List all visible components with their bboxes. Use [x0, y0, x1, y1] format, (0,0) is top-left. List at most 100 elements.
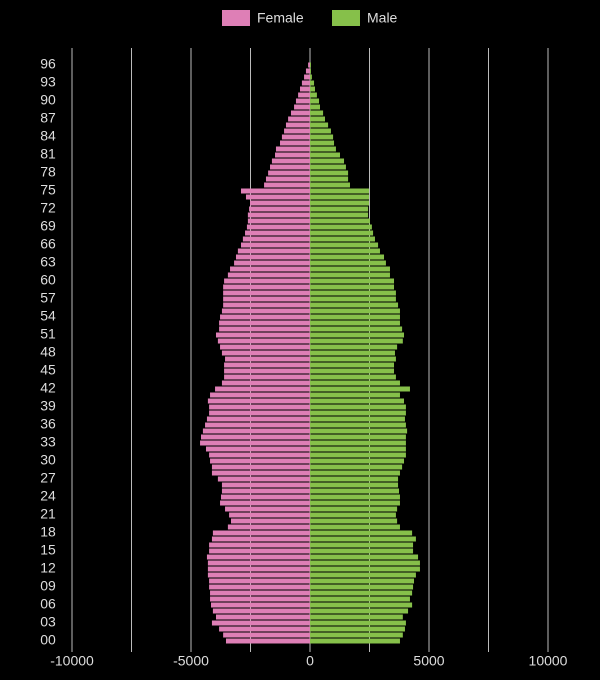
bar: [310, 428, 408, 434]
bar: [246, 224, 310, 230]
bar: [310, 188, 370, 194]
bar: [310, 176, 349, 182]
bar: [310, 566, 420, 572]
bar: [205, 422, 310, 428]
bar: [310, 146, 336, 152]
bar: [209, 452, 310, 458]
bar: [200, 440, 310, 446]
bar: [281, 134, 310, 140]
bar: [310, 308, 400, 314]
bar: [310, 158, 345, 164]
bar: [310, 254, 385, 260]
bar: [245, 230, 310, 236]
bar: [221, 350, 310, 356]
bar: [217, 338, 310, 344]
bar: [310, 200, 370, 206]
bar: [209, 542, 310, 548]
bar: [310, 332, 405, 338]
bar: [310, 590, 413, 596]
bar: [221, 308, 310, 314]
y-tick-label: 93: [40, 74, 56, 90]
bar: [209, 584, 310, 590]
bar: [206, 416, 310, 422]
y-tick-label: 06: [40, 596, 56, 612]
bar: [211, 464, 310, 470]
bar: [310, 122, 329, 128]
bar: [310, 80, 315, 86]
bar: [310, 128, 331, 134]
bar: [310, 374, 396, 380]
bar: [271, 158, 310, 164]
bar: [310, 134, 334, 140]
bar: [207, 560, 310, 566]
bar: [310, 530, 413, 536]
bar: [225, 356, 310, 362]
bar: [237, 248, 310, 254]
x-tick-label: 10000: [529, 653, 568, 669]
bar: [225, 506, 310, 512]
bar: [223, 296, 310, 302]
bar: [310, 632, 403, 638]
bar: [310, 416, 405, 422]
y-tick-label: 36: [40, 416, 56, 432]
x-tick-label: 0: [306, 653, 314, 669]
bar: [211, 470, 310, 476]
y-tick-label: 42: [40, 380, 56, 396]
bar: [310, 290, 396, 296]
bar: [210, 590, 310, 596]
bar: [220, 500, 310, 506]
bar: [310, 86, 315, 92]
bar: [295, 98, 310, 104]
bar: [310, 278, 395, 284]
bar: [310, 92, 317, 98]
bar: [230, 518, 310, 524]
bar: [209, 578, 310, 584]
bar: [310, 350, 395, 356]
bar: [310, 578, 415, 584]
bar: [310, 368, 395, 374]
bar: [310, 266, 390, 272]
y-tick-label: 18: [40, 524, 56, 540]
bar: [207, 572, 310, 578]
bar: [284, 128, 310, 134]
bar: [275, 152, 310, 158]
bar: [211, 536, 310, 542]
bar: [310, 572, 416, 578]
bar: [219, 326, 310, 332]
bar: [310, 608, 409, 614]
bar: [224, 362, 310, 368]
legend-swatch: [332, 10, 360, 26]
bar: [249, 206, 310, 212]
y-tick-label: 12: [40, 560, 56, 576]
bar: [275, 146, 310, 152]
bar: [310, 524, 400, 530]
bar: [310, 116, 325, 122]
bar: [310, 440, 406, 446]
x-tick-label: 5000: [413, 653, 444, 669]
bar: [310, 206, 369, 212]
y-tick-label: 30: [40, 452, 56, 468]
bar: [310, 620, 406, 626]
bar: [290, 110, 310, 116]
bar: [310, 482, 399, 488]
y-tick-label: 87: [40, 110, 56, 126]
bar: [310, 164, 346, 170]
y-tick-label: 48: [40, 344, 56, 360]
bar: [310, 62, 311, 68]
legend-label: Female: [257, 10, 304, 26]
bar: [310, 458, 405, 464]
bar: [285, 122, 310, 128]
bar: [310, 476, 399, 482]
bar: [209, 410, 310, 416]
bar: [221, 488, 310, 494]
bar: [234, 260, 310, 266]
bar: [242, 236, 310, 242]
y-tick-label: 54: [40, 308, 56, 324]
bar: [310, 614, 403, 620]
y-tick-label: 21: [40, 506, 56, 522]
bar: [220, 344, 310, 350]
bar: [310, 104, 320, 110]
bar: [227, 272, 310, 278]
bar: [270, 164, 310, 170]
legend-swatch: [222, 10, 250, 26]
